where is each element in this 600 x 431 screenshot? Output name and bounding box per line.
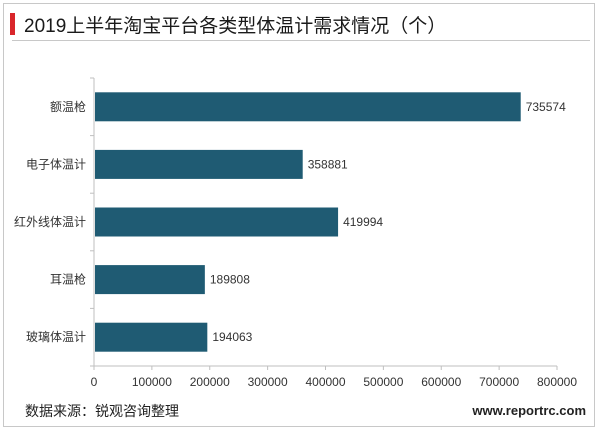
category-label: 额温枪	[50, 99, 86, 114]
x-tick-label: 100000	[132, 375, 172, 389]
data-label: 194063	[212, 330, 252, 344]
chart-frame	[3, 3, 595, 427]
x-tick-label: 400000	[305, 375, 345, 389]
bar	[95, 322, 208, 352]
x-tick-label: 500000	[363, 375, 403, 389]
x-tick-label: 300000	[248, 375, 288, 389]
category-label: 红外线体温计	[14, 214, 86, 229]
category-label: 电子体温计	[26, 157, 86, 171]
x-tick-label: 600000	[421, 375, 461, 389]
data-label: 735574	[526, 100, 566, 114]
title-accent-bar	[10, 13, 15, 35]
data-label: 189808	[210, 273, 250, 287]
data-label: 419994	[343, 215, 383, 229]
x-tick-label: 200000	[190, 375, 230, 389]
bar	[95, 149, 303, 179]
data-label: 358881	[308, 157, 348, 171]
bar	[95, 92, 521, 122]
data-source: 数据来源：锐观咨询整理	[25, 403, 179, 419]
x-tick-label: 700000	[479, 375, 519, 389]
bar	[95, 265, 205, 295]
title-divider	[12, 40, 590, 41]
chart-title: 2019上半年淘宝平台各类型体温计需求情况（个）	[24, 16, 447, 37]
bar	[95, 207, 339, 237]
category-label: 玻璃体温计	[26, 330, 86, 344]
category-label: 耳温枪	[50, 272, 86, 287]
x-tick-label: 800000	[537, 375, 577, 389]
website-label: www.reportrc.com	[472, 403, 586, 418]
x-tick-label: 0	[91, 375, 98, 389]
